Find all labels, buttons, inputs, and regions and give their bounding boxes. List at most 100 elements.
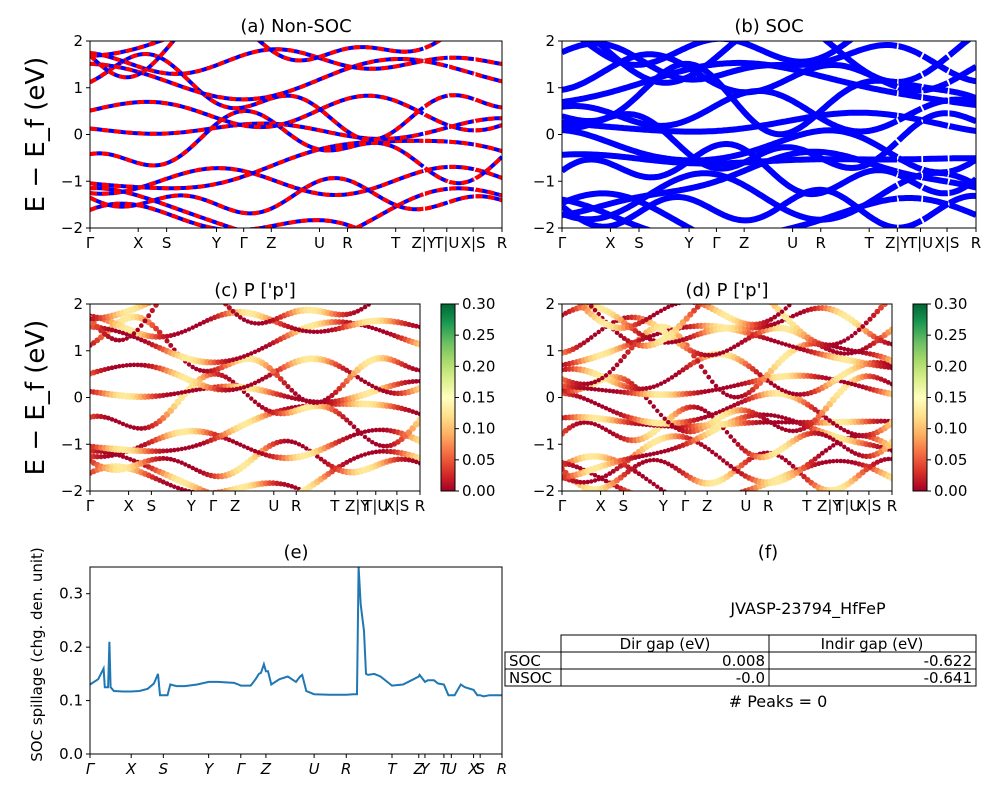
band-point bbox=[292, 326, 298, 332]
band-point bbox=[831, 437, 836, 442]
band-point bbox=[249, 447, 254, 452]
band-point bbox=[776, 419, 781, 425]
band-point bbox=[808, 459, 815, 465]
band-point bbox=[238, 386, 243, 391]
band-point bbox=[585, 386, 591, 391]
band-point bbox=[662, 459, 667, 465]
band-point bbox=[600, 425, 605, 430]
row-soc-indir: -0.622 bbox=[924, 652, 972, 670]
band-line bbox=[475, 72, 502, 84]
x-tick-label: U bbox=[446, 760, 457, 778]
band-point bbox=[698, 389, 704, 395]
band-line bbox=[425, 14, 448, 20]
band-point bbox=[359, 431, 364, 436]
band-point bbox=[731, 394, 737, 400]
band-point bbox=[153, 448, 159, 454]
band-point bbox=[281, 438, 287, 444]
band-line bbox=[897, 172, 923, 190]
band-point bbox=[603, 405, 609, 411]
x-tick-label: Γ bbox=[209, 497, 218, 515]
band-point bbox=[878, 304, 884, 311]
band-point bbox=[410, 458, 416, 464]
band-point bbox=[728, 434, 734, 439]
x-tick-label: T bbox=[439, 760, 450, 778]
band-point bbox=[640, 474, 645, 479]
band-point bbox=[768, 420, 774, 425]
band-point bbox=[362, 304, 368, 310]
band-point bbox=[655, 331, 660, 337]
band-point bbox=[842, 338, 847, 343]
x-tick-label: R bbox=[342, 234, 352, 252]
band-point bbox=[724, 430, 730, 435]
band-point bbox=[756, 379, 764, 387]
band-point bbox=[300, 328, 305, 333]
band-point bbox=[889, 341, 892, 347]
band-point bbox=[794, 312, 799, 317]
band-point bbox=[819, 409, 826, 416]
x-tick-label: X|S bbox=[856, 497, 881, 515]
band-point bbox=[109, 336, 115, 342]
band-point bbox=[779, 415, 785, 420]
band-point bbox=[787, 428, 792, 433]
band-point bbox=[706, 447, 711, 452]
band-point bbox=[632, 468, 638, 474]
band-point bbox=[628, 380, 635, 387]
band-point bbox=[776, 320, 781, 325]
band-point bbox=[665, 447, 671, 453]
band-point bbox=[838, 345, 843, 351]
band-point bbox=[772, 413, 777, 418]
band-point bbox=[347, 458, 353, 463]
band-point bbox=[256, 321, 261, 326]
band-point bbox=[256, 402, 262, 408]
band-line bbox=[921, 201, 950, 223]
band-point bbox=[135, 336, 140, 341]
band-point bbox=[822, 405, 830, 412]
band-point bbox=[709, 379, 715, 385]
band-point bbox=[632, 463, 638, 470]
band-point bbox=[849, 333, 854, 339]
band-point bbox=[413, 367, 419, 373]
y-axis-label: E − E_f (eV) bbox=[21, 57, 51, 213]
gap-table: Dir gap (eV) Indir gap (eV) SOC 0.008 -0… bbox=[504, 634, 977, 687]
band-point bbox=[160, 448, 166, 454]
band-point bbox=[783, 389, 788, 394]
y-tick-label: 2 bbox=[73, 295, 83, 313]
band-line bbox=[423, 112, 449, 127]
band-point bbox=[812, 417, 818, 424]
band-point bbox=[842, 427, 847, 433]
band-line bbox=[449, 267, 474, 270]
band-line bbox=[949, 110, 976, 125]
band-point bbox=[384, 330, 390, 336]
band-line bbox=[948, 123, 976, 134]
band-point bbox=[787, 304, 792, 308]
band-point bbox=[783, 420, 788, 425]
band-point bbox=[234, 440, 239, 446]
band-point bbox=[344, 417, 350, 423]
band-point bbox=[702, 408, 708, 414]
x-tick-label: S bbox=[475, 760, 485, 778]
band-point bbox=[673, 425, 679, 431]
x-tick-label: R bbox=[291, 497, 301, 515]
band-point bbox=[683, 315, 690, 322]
band-point bbox=[585, 479, 590, 485]
band-point bbox=[827, 459, 832, 464]
band-point bbox=[588, 304, 594, 309]
band-point bbox=[171, 332, 177, 338]
band-point bbox=[698, 406, 704, 412]
band-point bbox=[193, 467, 199, 473]
band-point bbox=[658, 449, 664, 455]
band-point bbox=[234, 386, 240, 392]
band-point bbox=[416, 437, 420, 445]
band-point bbox=[168, 448, 174, 453]
band-point bbox=[801, 473, 807, 480]
band-line bbox=[448, 194, 475, 204]
band-line bbox=[921, 54, 950, 77]
band-point bbox=[655, 408, 660, 414]
band-point bbox=[259, 404, 265, 410]
band-point bbox=[666, 492, 671, 497]
band-point bbox=[687, 311, 694, 318]
band-line bbox=[476, 17, 502, 21]
band-point bbox=[845, 447, 851, 452]
band-point bbox=[669, 463, 675, 469]
